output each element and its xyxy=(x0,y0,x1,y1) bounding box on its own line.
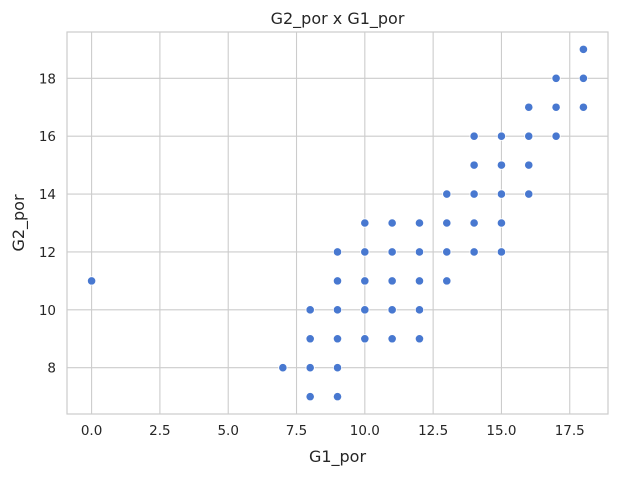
y-tick-label: 8 xyxy=(47,361,56,377)
data-point xyxy=(578,73,589,83)
chart-title: G2_por x G1_por xyxy=(271,9,405,29)
x-tick-label: 2.5 xyxy=(149,423,170,439)
data-point xyxy=(387,218,397,228)
x-tick-label: 12.5 xyxy=(418,423,448,439)
data-point xyxy=(551,102,561,112)
data-point xyxy=(414,305,425,315)
data-point xyxy=(305,392,315,402)
data-point xyxy=(442,189,452,199)
data-point xyxy=(86,276,97,286)
data-point xyxy=(360,276,370,286)
data-point xyxy=(305,334,315,344)
y-tick-label: 14 xyxy=(39,187,56,203)
y-axis-ticks: 8 10 12 14 16 18 xyxy=(39,71,56,376)
data-point xyxy=(578,44,589,54)
data-point xyxy=(469,218,479,228)
data-point xyxy=(551,73,561,83)
data-point xyxy=(414,334,425,344)
data-point xyxy=(496,218,507,228)
data-point xyxy=(496,247,507,257)
y-tick-label: 10 xyxy=(39,303,56,319)
data-point xyxy=(496,131,507,141)
y-tick-label: 18 xyxy=(39,71,56,87)
plot-frame xyxy=(66,31,609,415)
x-tick-label: 7.5 xyxy=(286,423,307,439)
data-point xyxy=(496,160,507,170)
data-point xyxy=(524,102,534,112)
data-point xyxy=(469,131,479,141)
x-tick-label: 10.0 xyxy=(350,423,380,439)
data-points xyxy=(86,44,589,402)
data-point xyxy=(332,334,343,344)
data-point xyxy=(524,160,534,170)
x-tick-label: 17.5 xyxy=(555,423,585,439)
data-point xyxy=(360,334,370,344)
data-point xyxy=(387,276,397,286)
data-point xyxy=(524,189,534,199)
x-tick-label: 15.0 xyxy=(486,423,516,439)
data-point xyxy=(442,218,452,228)
data-point xyxy=(332,363,343,373)
x-axis-ticks: 0.0 2.5 5.0 7.5 10.0 12.5 15.0 17.5 xyxy=(81,423,585,439)
data-point xyxy=(305,363,315,373)
data-point xyxy=(360,247,370,257)
data-point xyxy=(387,305,397,315)
data-point xyxy=(332,305,343,315)
x-tick-label: 0.0 xyxy=(81,423,102,439)
data-point xyxy=(305,305,315,315)
data-point xyxy=(469,189,479,199)
y-tick-label: 12 xyxy=(39,245,56,261)
data-point xyxy=(278,363,288,373)
data-point xyxy=(387,334,397,344)
x-axis-label: G1_por xyxy=(309,447,367,467)
y-tick-label: 16 xyxy=(39,129,56,145)
data-point xyxy=(442,276,452,286)
data-point xyxy=(578,102,589,112)
data-point xyxy=(496,189,507,199)
data-point xyxy=(360,218,370,228)
data-point xyxy=(414,218,425,228)
data-point xyxy=(414,247,425,257)
y-axis-label: G2_por xyxy=(9,194,29,252)
x-tick-label: 5.0 xyxy=(217,423,238,439)
data-point xyxy=(360,305,370,315)
data-point xyxy=(332,392,343,402)
grid xyxy=(67,32,608,414)
data-point xyxy=(469,247,479,257)
data-point xyxy=(414,276,425,286)
data-point xyxy=(387,247,397,257)
data-point xyxy=(524,131,534,141)
data-point xyxy=(469,160,479,170)
data-point xyxy=(332,247,343,257)
data-point xyxy=(442,247,452,257)
data-point xyxy=(551,131,561,141)
data-point xyxy=(332,276,343,286)
